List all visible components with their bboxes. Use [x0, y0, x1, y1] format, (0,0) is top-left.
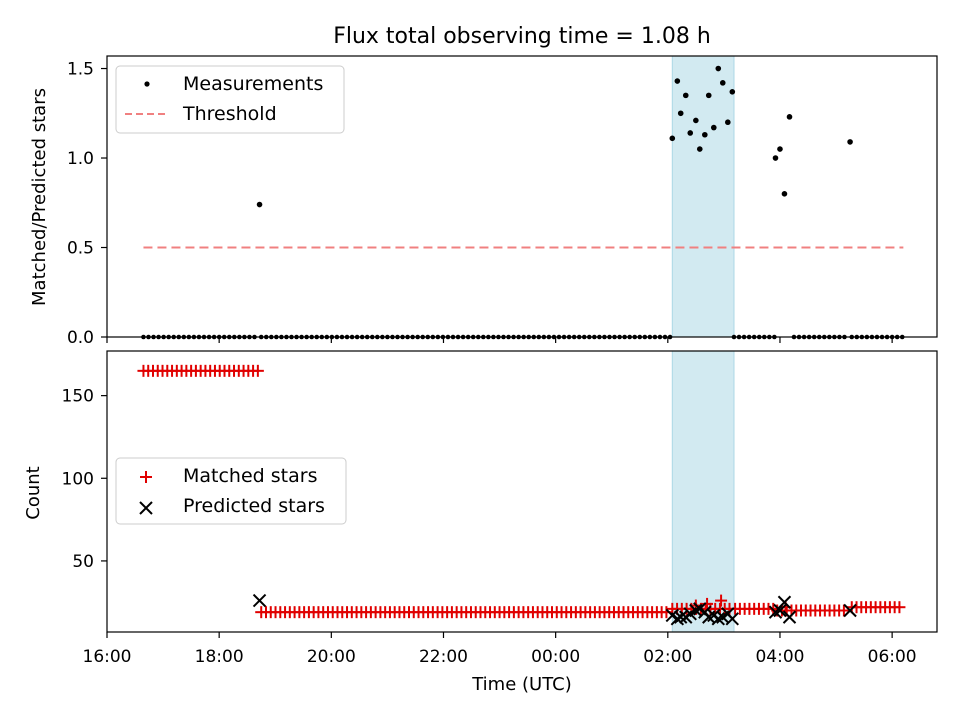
- measurement-point: [702, 131, 708, 138]
- y-tick-label: 0.5: [67, 239, 94, 259]
- measurement-point: [710, 124, 717, 131]
- legend-predicted-marker: [139, 501, 153, 515]
- legend-predicted-label: Predicted stars: [183, 495, 325, 517]
- x-tick-label: 00:00: [531, 647, 580, 667]
- bottom-legend: Matched stars Predicted stars: [115, 457, 347, 525]
- bottom-x-ticks: 16:00 18:00 20:00 22:00 00:00 02:00 04:00 06:00: [83, 632, 917, 667]
- measurement-point: [677, 110, 684, 117]
- predicted-star-point: [674, 610, 688, 624]
- measurement-point: [687, 130, 694, 136]
- top-panel: 0.0 0.5 1.0 1.5 Matched/Predicted stars Mea…: [29, 55, 938, 348]
- predicted-star-point: [773, 603, 787, 618]
- measurement-point: [781, 191, 788, 197]
- measurement-point: [719, 80, 726, 86]
- top-axes-frame: [106, 55, 938, 338]
- measurement-point: [256, 201, 263, 208]
- measurement-point: [705, 92, 712, 99]
- predicted-star-point: [843, 603, 857, 618]
- measurement-point: [693, 117, 699, 124]
- measurement-point: [847, 139, 853, 145]
- top-y-axis-label: Matched/Predicted stars: [29, 88, 50, 306]
- y-tick-label: 100: [62, 469, 94, 489]
- legend-threshold-label: Threshold: [182, 103, 277, 125]
- bottom-y-axis-label: Count: [23, 466, 44, 519]
- measurement-point: [729, 88, 736, 95]
- measurement-point: [786, 114, 793, 120]
- bottom-data-layer: [137, 364, 906, 626]
- x-tick-label: 22:00: [419, 647, 468, 667]
- x-tick-label: 06:00: [868, 647, 917, 667]
- bottom-panel: 50 100 150 16:00 18:00 20:00 22:00 00:00 02:00 0…: [23, 350, 938, 695]
- measurement-point: [674, 78, 681, 84]
- measurement-point: [725, 119, 731, 126]
- bottom-highlight-span: [671, 350, 735, 633]
- highlight-span: [671, 350, 735, 633]
- legend-matched-label: Matched stars: [183, 465, 317, 487]
- predicted-star-point: [711, 612, 725, 626]
- measurement-point: [777, 146, 783, 152]
- legend-measurements-label: Measurements: [183, 73, 323, 95]
- x-tick-label: 04:00: [755, 647, 804, 667]
- top-highlight-span: [671, 55, 735, 338]
- matched-star-point: [893, 601, 906, 614]
- top-y-ticks: 0.0 0.5 1.0 1.5: [67, 60, 107, 348]
- x-axis-label: Time (UTC): [471, 674, 572, 695]
- y-tick-label: 1.0: [67, 149, 94, 169]
- x-tick-label: 02:00: [643, 647, 692, 667]
- x-tick-label: 18:00: [195, 647, 244, 667]
- y-tick-label: 1.5: [67, 60, 94, 80]
- measurement-point: [715, 65, 722, 72]
- top-legend-box: [115, 65, 345, 134]
- predicted-star-point: [252, 593, 267, 608]
- y-tick-label: 150: [62, 387, 94, 407]
- top-legend: Measurements Threshold: [115, 65, 345, 134]
- y-tick-label: 50: [72, 552, 94, 572]
- bottom-legend-box: [115, 457, 347, 525]
- bottom-axes-frame: [106, 350, 938, 633]
- legend-measurements-marker: [144, 81, 150, 87]
- x-tick-label: 16:00: [83, 647, 132, 667]
- highlight-span: [671, 55, 735, 338]
- matched-star-point: [837, 604, 850, 617]
- x-tick-label: 20:00: [307, 647, 356, 667]
- measurement-point: [682, 92, 689, 99]
- y-tick-label: 0.0: [67, 328, 94, 348]
- measurement-point: [696, 146, 703, 152]
- matched-star-point: [701, 597, 714, 610]
- chart-title: Flux total observing time = 1.08 h: [333, 24, 711, 49]
- matched-star-point: [715, 594, 728, 607]
- top-x-ticks: [106, 337, 893, 343]
- matched-star-point: [251, 364, 264, 377]
- measurement-point: [772, 155, 779, 161]
- legend-matched-marker: [140, 471, 152, 483]
- predicted-star-point: [725, 612, 740, 626]
- predicted-star-point: [777, 595, 792, 609]
- measurement-point: [669, 135, 676, 142]
- predicted-star-point: [782, 610, 797, 624]
- bottom-y-ticks: 50 100 150: [62, 387, 107, 572]
